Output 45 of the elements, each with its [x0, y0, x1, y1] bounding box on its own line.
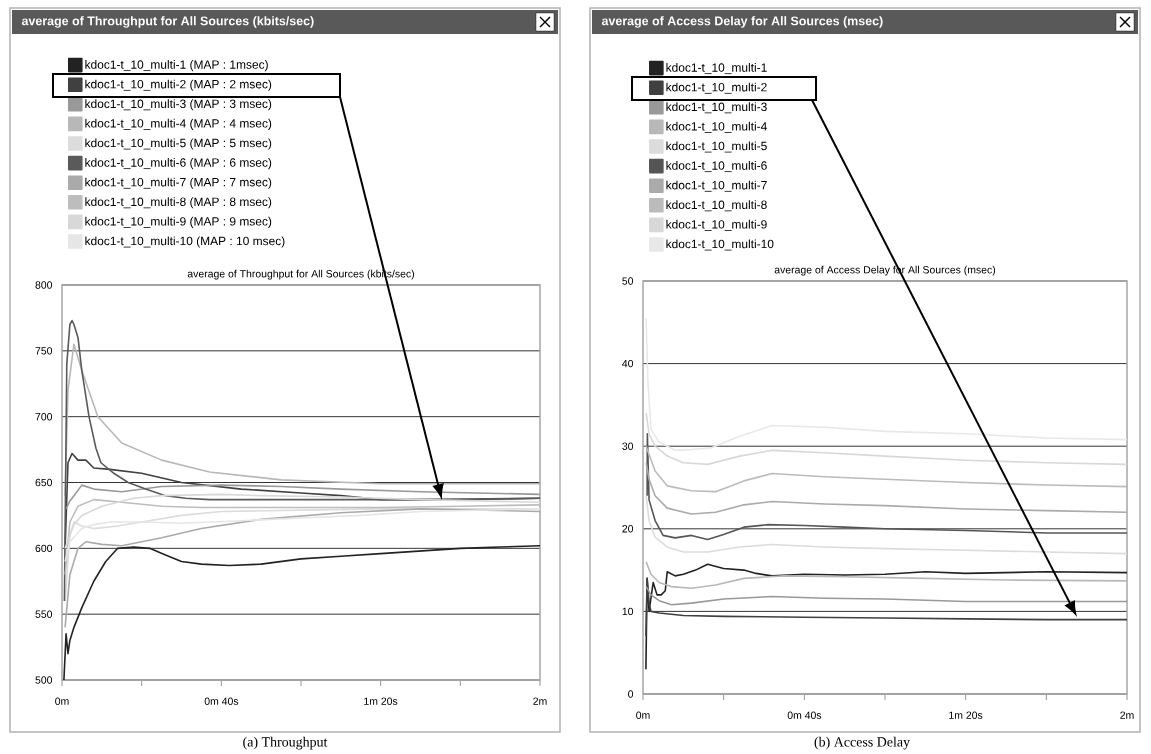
- y-tick-label: 10: [622, 607, 634, 616]
- y-tick-label: 600: [35, 544, 53, 553]
- legend-label: kdoc1-t_10_multi-3: [666, 102, 767, 114]
- y-tick-label: 550: [35, 610, 53, 618]
- legend-label: kdoc1-t_10_multi-5 (MAP : 5 msec): [85, 138, 272, 150]
- x-tick-label: 0m: [55, 697, 69, 705]
- legend-label: kdoc1-t_10_multi-8 (MAP : 8 msec): [85, 197, 272, 209]
- legend-label: kdoc1-t_10_multi-2 (MAP : 2 msec): [85, 79, 272, 91]
- y-tick-label: 500: [35, 676, 53, 684]
- x-tick-label: 1m 20s: [949, 711, 983, 719]
- legend-label: kdoc1-t_10_multi-8: [666, 200, 767, 212]
- legend-label: kdoc1-t_10_multi-4: [666, 121, 767, 133]
- y-tick-label: 20: [622, 525, 634, 533]
- legend-label: kdoc1-t_10_multi-2: [666, 82, 767, 94]
- legend-label: kdoc1-t_10_multi-3 (MAP : 3 msec): [85, 99, 272, 111]
- y-tick-label: 30: [622, 442, 634, 450]
- x-tick-label: 2m: [533, 697, 547, 705]
- y-tick-label: 750: [35, 347, 53, 355]
- y-tick-label: 800: [35, 281, 53, 289]
- y-tick-label: 650: [35, 478, 53, 487]
- legend-label: kdoc1-t_10_multi-10: [666, 239, 774, 251]
- x-tick-label: 0m 40s: [787, 711, 822, 719]
- legend-label: kdoc1-t_10_multi-6 (MAP : 6 msec): [85, 158, 272, 170]
- x-tick-label: 1m 20s: [364, 697, 398, 705]
- text: (b) Access Delay: [814, 736, 910, 750]
- legend-label: kdoc1-t_10_multi-5: [666, 141, 767, 153]
- legend-label: kdoc1-t_10_multi-7 (MAP : 7 msec): [85, 177, 272, 189]
- chart-title: average of Throughput for All Sources (kbits/sec): [21, 16, 314, 28]
- legend-label: kdoc1-t_10_multi-9 (MAP : 9 msec): [85, 216, 272, 228]
- text: (a) Throughput: [243, 736, 328, 750]
- x-tick-label: 2m: [1120, 711, 1134, 719]
- x-tick-label: 0m 40s: [204, 697, 239, 705]
- legend-label: kdoc1-t_10_multi-10 (MAP : 10 msec): [85, 236, 285, 248]
- x-tick-label: 0m: [636, 711, 650, 719]
- legend-label: kdoc1-t_10_multi-4 (MAP : 4 msec): [85, 118, 272, 130]
- y-tick-label: 50: [622, 277, 634, 285]
- legend-label: kdoc1-t_10_multi-1 (MAP : 1msec): [85, 60, 268, 72]
- legend-label: kdoc1-t_10_multi-7: [666, 180, 767, 192]
- chart-title: average of Access Delay for All Sources (msec): [601, 16, 883, 28]
- y-tick-label: 700: [35, 412, 53, 421]
- y-tick-label: 0: [628, 690, 634, 698]
- legend-label: kdoc1-t_10_multi-6: [666, 161, 767, 173]
- y-tick-label: 40: [622, 359, 634, 368]
- legend-label: kdoc1-t_10_multi-9: [666, 219, 767, 231]
- legend-label: kdoc1-t_10_multi-1: [666, 63, 767, 75]
